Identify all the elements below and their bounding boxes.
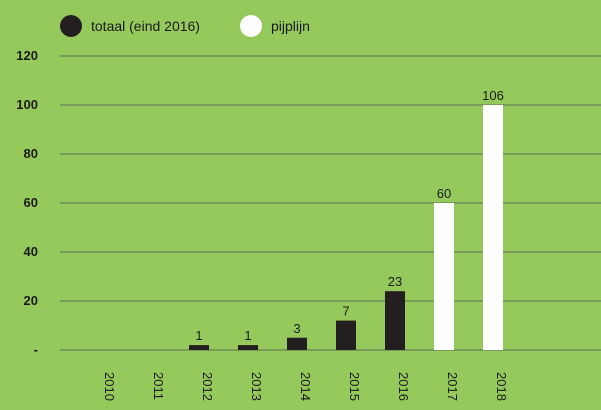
- x-tick-label: 2014: [298, 372, 313, 401]
- x-tick-label: 2017: [445, 372, 460, 401]
- legend-swatch-totaal: [60, 15, 82, 37]
- data-labels: 1 1 3 7 23 60 106: [195, 88, 503, 343]
- data-label: 7: [342, 304, 349, 319]
- x-tick-label: 2012: [200, 372, 215, 401]
- y-tick-label: 120: [16, 48, 38, 63]
- x-tick-label: 2011: [151, 372, 166, 400]
- bars: [189, 105, 503, 350]
- y-tick-label: 100: [16, 97, 38, 112]
- y-tick-label: -: [34, 342, 38, 357]
- bar: [238, 345, 258, 350]
- x-tick-label: 2015: [347, 372, 362, 401]
- gridlines: [60, 55, 601, 351]
- data-label: 1: [195, 328, 202, 343]
- y-tick-label: 60: [24, 195, 38, 210]
- bar: [434, 203, 454, 350]
- legend-swatch-pijplijn: [240, 15, 262, 37]
- data-label: 3: [293, 321, 300, 336]
- x-axis-ticks: 2010 2011 2012 2013 2014 2015 2016 2017 2018: [102, 372, 509, 401]
- y-tick-label: 80: [24, 146, 38, 161]
- legend-label-totaal: totaal (eind 2016): [91, 18, 200, 34]
- x-tick-label: 2010: [102, 372, 117, 401]
- data-label: 106: [482, 88, 504, 103]
- bar: [287, 337, 307, 350]
- legend-label-pijplijn: pijplijn: [271, 18, 310, 34]
- y-axis-ticks: - 20 40 60 80 100 120: [16, 48, 38, 357]
- bar: [483, 105, 503, 350]
- data-label: 23: [388, 274, 402, 289]
- legend: totaal (eind 2016) pijplijn: [60, 15, 310, 37]
- x-tick-label: 2013: [249, 372, 264, 401]
- data-label: 60: [437, 186, 451, 201]
- data-label: 1: [244, 328, 251, 343]
- x-tick-label: 2016: [396, 372, 411, 401]
- y-tick-label: 40: [24, 244, 38, 259]
- bar: [336, 320, 356, 350]
- x-tick-label: 2018: [494, 372, 509, 401]
- bar: [385, 291, 405, 350]
- bar: [189, 345, 209, 350]
- y-tick-label: 20: [24, 293, 38, 308]
